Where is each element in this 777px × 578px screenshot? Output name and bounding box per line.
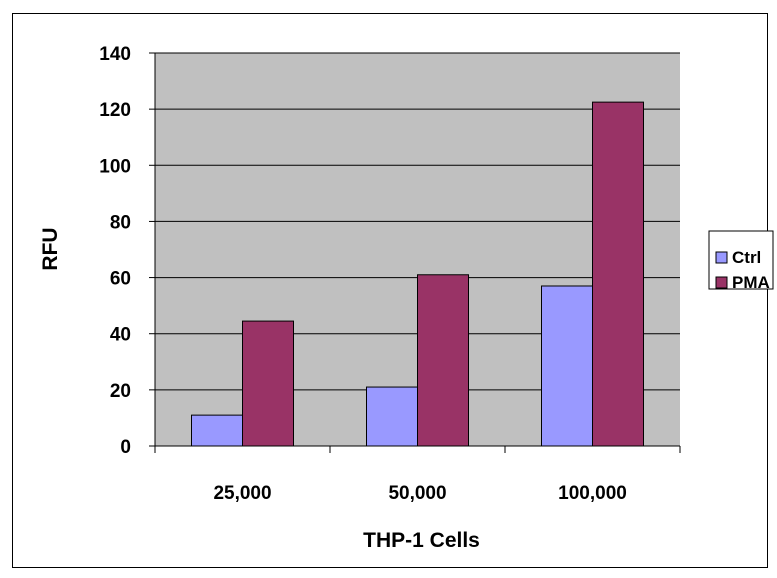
bar-pma-2 — [592, 101, 644, 447]
y-tick-label: 140 — [99, 44, 131, 65]
y-axis-title: RFU — [39, 227, 62, 270]
x-axis-title: THP-1 Cells — [363, 529, 480, 552]
bar-pma-0 — [242, 320, 294, 447]
bar-ctrl-1 — [366, 386, 418, 447]
legend-label-pma: PMA — [732, 273, 770, 292]
bar-ctrl-0 — [191, 414, 243, 447]
legend-swatch-pma — [715, 276, 728, 289]
y-tick-label: 100 — [99, 156, 131, 177]
axes — [149, 52, 681, 453]
y-tick-label: 80 — [110, 212, 131, 233]
y-tick-labels: 0 20 40 60 80 100 120 140 — [99, 44, 131, 458]
bar-pma-1 — [417, 274, 469, 447]
y-tick-label: 120 — [99, 100, 131, 121]
y-tick-label: 40 — [110, 325, 131, 346]
x-tick-labels: 25,000 50,000 100,000 — [213, 483, 626, 504]
legend-label-ctrl: Ctrl — [732, 248, 761, 267]
legend-swatch-ctrl — [715, 251, 728, 264]
y-tick-label: 0 — [120, 437, 131, 458]
y-tick-label: 20 — [110, 381, 131, 402]
legend: Ctrl PMA — [708, 230, 774, 292]
x-tick-label: 50,000 — [388, 483, 446, 504]
y-tick-label: 60 — [110, 269, 131, 290]
x-tick-label: 25,000 — [213, 483, 271, 504]
x-tick-label: 100,000 — [558, 483, 627, 504]
bar-ctrl-2 — [541, 285, 593, 447]
